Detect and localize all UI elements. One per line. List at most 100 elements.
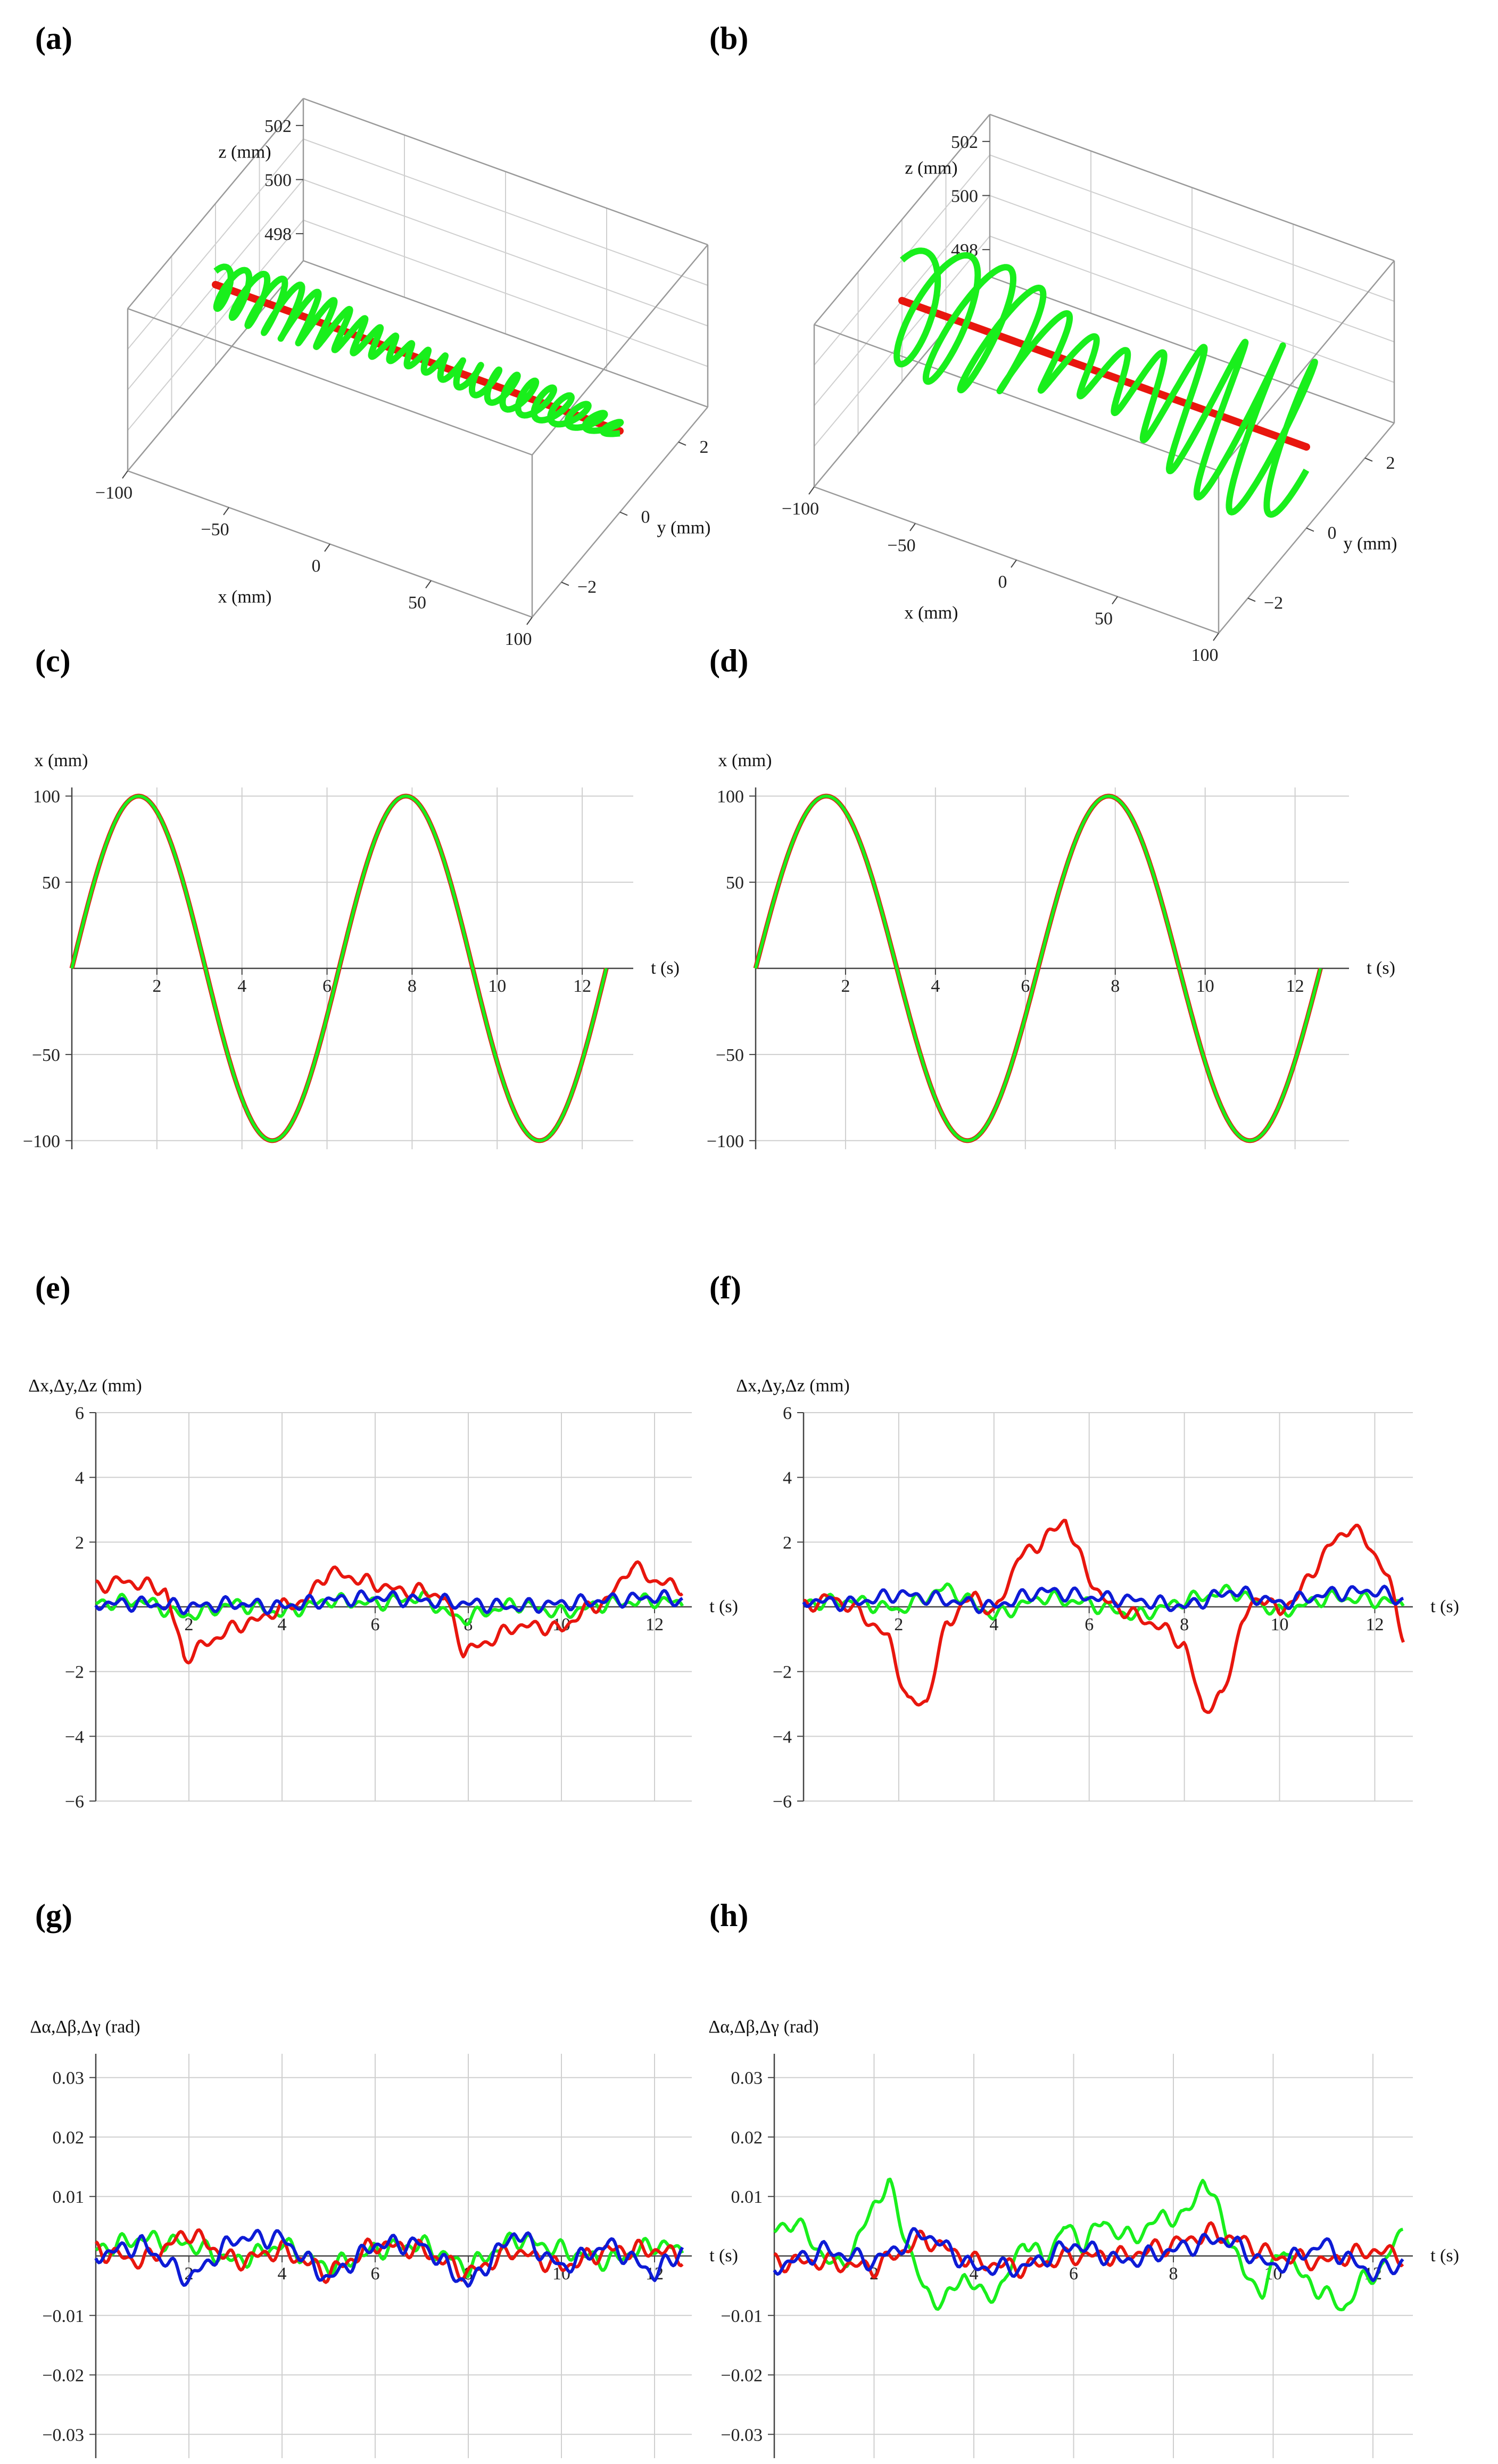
series-line-0 <box>95 1590 684 1627</box>
y-tick-label: 50 <box>42 873 60 893</box>
x-tick-label: 2 <box>185 1615 194 1635</box>
x-axis-label: t (s) <box>1367 958 1395 978</box>
y-tick-label: 0.03 <box>53 2069 85 2088</box>
y-tick-label: 100 <box>33 787 60 807</box>
x-tick-label: 50 <box>408 593 426 612</box>
x-tick-label: −50 <box>201 520 229 540</box>
y-tick <box>561 582 569 586</box>
y-axis-label: y (mm) <box>1343 534 1397 554</box>
y-axis-label: x (mm) <box>34 751 88 770</box>
box-edge <box>532 244 708 455</box>
y-tick-label: −2 <box>577 577 597 597</box>
series-line-1 <box>803 1519 1405 1714</box>
y-tick-label: 4 <box>75 1469 84 1488</box>
x-tick-label: 6 <box>1021 976 1030 996</box>
chart-c: 2 4 6 8 10 12 −100 −50 50 100 x (mm) t (s) <box>23 751 680 1151</box>
y-tick-label: −6 <box>65 1792 84 1812</box>
y-axis-label: Δα,Δβ,Δγ (rad) <box>30 2017 140 2037</box>
box-edge <box>814 323 1219 472</box>
series-line-actual <box>70 794 608 1142</box>
y-tick-label: 50 <box>726 873 744 893</box>
z-tick-label: 498 <box>264 225 292 244</box>
actual-trajectory <box>213 263 624 437</box>
box-edge <box>303 97 708 246</box>
x-tick <box>1213 633 1219 641</box>
x-tick-label: 6 <box>322 976 332 996</box>
x-tick-label: 8 <box>1169 2264 1178 2284</box>
x-tick-label: −100 <box>782 499 819 519</box>
x-tick-label: 6 <box>371 1615 380 1635</box>
series-line-0 <box>773 2177 1404 2311</box>
panel-label-b: (b) <box>709 21 748 56</box>
x-tick-label: 10 <box>488 976 506 996</box>
y-tick-label: 100 <box>717 787 744 807</box>
z-tick-label: 500 <box>264 171 292 190</box>
y-tick-label: 0.01 <box>731 2187 763 2207</box>
y-tick-label: 2 <box>700 437 709 457</box>
x-tick-label: 100 <box>1191 645 1219 665</box>
y-tick-label: −50 <box>32 1046 60 1065</box>
y-tick-label: 0.02 <box>53 2128 85 2147</box>
y-tick-label: −100 <box>23 1132 60 1151</box>
series-line-1 <box>95 1560 684 1665</box>
y-tick-label: −4 <box>65 1727 84 1747</box>
series-line-2 <box>773 2227 1404 2283</box>
y-tick-label: −0.03 <box>42 2425 84 2445</box>
y-tick-label: −0.01 <box>42 2307 84 2326</box>
x-tick-label: 12 <box>645 1615 664 1635</box>
z-axis-label: z (mm) <box>218 143 271 162</box>
box-edge <box>989 113 1395 262</box>
x-tick-label: 12 <box>1286 976 1304 996</box>
y-tick-label: 0 <box>641 508 650 527</box>
grid-line <box>989 154 1395 302</box>
x-tick-label: 6 <box>1085 1615 1094 1635</box>
series-line-2 <box>94 2229 684 2288</box>
x-tick <box>909 523 916 532</box>
y-tick-label: −0.02 <box>721 2366 763 2386</box>
x-tick-label: 12 <box>1365 1615 1384 1635</box>
x-tick <box>324 543 330 552</box>
series-line-2 <box>802 1584 1404 1614</box>
box-edge <box>989 276 1395 424</box>
y-tick <box>1306 527 1314 532</box>
x-tick <box>223 507 229 516</box>
y-tick <box>678 441 686 446</box>
x-tick-label: 6 <box>1069 2264 1078 2284</box>
x-tick <box>526 617 533 625</box>
y-tick-label: −0.02 <box>42 2366 84 2386</box>
y-tick-label: −2 <box>65 1663 84 1682</box>
z-tick-label: 502 <box>951 132 978 152</box>
x-tick-label: 2 <box>152 976 161 996</box>
z-tick-label: 500 <box>951 187 978 206</box>
panel-label-f: (f) <box>709 1270 741 1305</box>
y-tick-label: 0 <box>1328 524 1337 543</box>
grid-line <box>303 179 708 327</box>
x-tick-label: 10 <box>1196 976 1214 996</box>
panel-label-c: (c) <box>35 643 71 678</box>
chart-g: 2 4 6 8 10 12−0.03−0.02−0.010.010.020.03Δα,Δβ… <box>30 2017 738 2458</box>
y-tick-label: −2 <box>773 1663 792 1682</box>
panel-label-d: (d) <box>709 643 748 678</box>
x-axis-label: t (s) <box>709 1597 738 1616</box>
grid-line <box>303 138 708 286</box>
panel-label-e: (e) <box>35 1270 71 1305</box>
x-tick-label: 4 <box>931 976 940 996</box>
x-tick-label: 50 <box>1095 609 1113 628</box>
x-tick <box>808 486 815 495</box>
y-axis-label: x (mm) <box>718 751 772 770</box>
y-tick-label: 4 <box>783 1469 792 1488</box>
series-line-0 <box>803 1582 1405 1621</box>
y-axis-label: Δα,Δβ,Δγ (rad) <box>708 2017 818 2037</box>
chart-a: −100 −50 0 50 100 −2 0 2 498 500 502 x (mm) y (mm) z … <box>95 97 711 649</box>
x-tick-label: 8 <box>408 976 417 996</box>
y-tick-label: 2 <box>75 1533 84 1553</box>
x-tick-label: 2 <box>185 2264 194 2284</box>
series-line-2 <box>94 1589 683 1615</box>
y-tick-label: 0.02 <box>731 2128 763 2147</box>
y-tick-label: 2 <box>783 1533 792 1553</box>
x-tick-label: 100 <box>505 629 532 649</box>
panel-labels: (a) (b) (c) (d) (e) (f) (g) (h) <box>35 21 748 1933</box>
